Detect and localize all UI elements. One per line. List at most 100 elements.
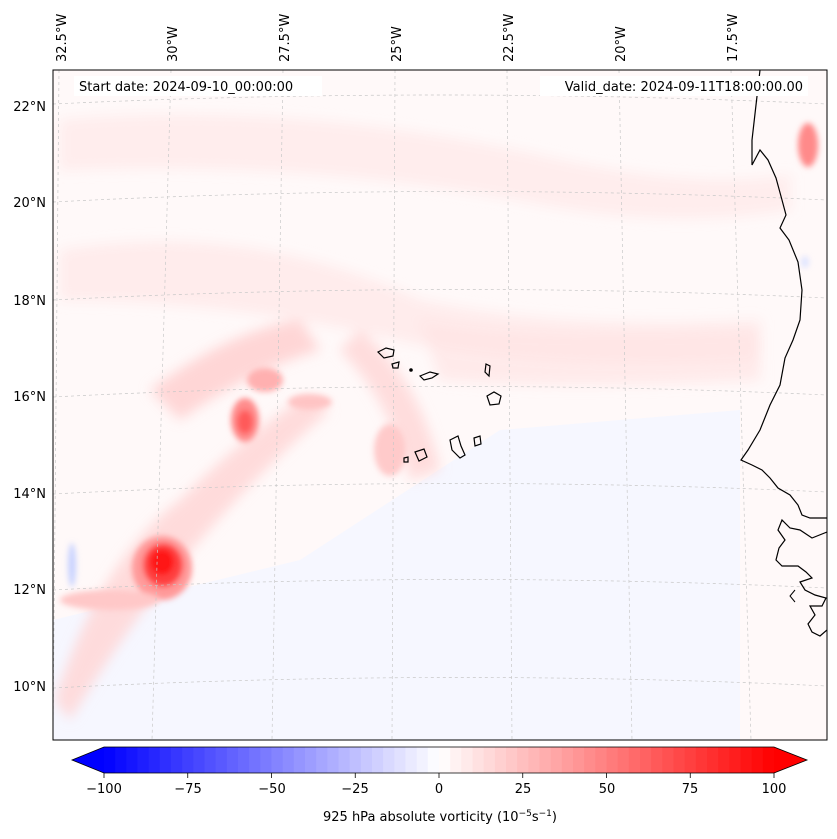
african-coastline — [775, 518, 827, 637]
colorbar-cell — [115, 747, 127, 773]
colorbar-cell — [751, 747, 764, 773]
colorbar-cell — [159, 747, 172, 773]
colorbar: −100 −75 −50 −25 0 25 50 75 100 925 hPa … — [70, 746, 809, 825]
colorbar-cell — [226, 747, 239, 773]
colorbar-ticks — [103, 773, 775, 778]
colorbar-cell — [104, 747, 116, 773]
colorbar-cell — [617, 747, 630, 773]
colorbar-cell — [729, 747, 742, 773]
colorbar-cell — [707, 747, 719, 773]
vorticity-band — [340, 330, 440, 480]
colorbar-cell — [372, 747, 384, 773]
vorticity-maximum — [798, 123, 818, 167]
colorbar-cell — [260, 747, 273, 773]
colorbar-tick-label: −50 — [258, 782, 285, 797]
colorbar-cell — [282, 747, 295, 773]
colorbar-cell — [573, 747, 585, 773]
vorticity-maximum — [237, 410, 253, 434]
colorbar-cell — [595, 747, 608, 773]
graticule — [53, 70, 827, 740]
vorticity-band — [420, 320, 760, 385]
colorbar-cell — [383, 747, 395, 773]
island-santo-antao — [376, 347, 395, 359]
colorbar-cell — [506, 747, 518, 773]
colorbar-cell — [182, 747, 194, 773]
colorbar-cell — [472, 747, 485, 773]
colorbar-cell — [293, 747, 306, 773]
colorbar-cell — [494, 747, 507, 773]
vorticity-band-core — [288, 394, 332, 410]
colorbar-cell — [740, 747, 753, 773]
colorbar-extend-low — [72, 747, 104, 773]
colorbar-cell — [215, 747, 228, 773]
lat-label: 16°N — [13, 390, 46, 405]
map-panel: Start date: 2024-09-10_00:00:00 Valid_da… — [13, 14, 828, 741]
colorbar-cell — [439, 747, 451, 773]
colorbar-cell — [528, 747, 541, 773]
colorbar-extend-high — [774, 747, 807, 773]
colorbar-tick-label: 100 — [762, 782, 787, 797]
colorbar-cells — [104, 747, 775, 773]
cabo-verde-islands — [376, 347, 502, 463]
lon-label: 22.5°W — [502, 14, 517, 62]
colorbar-cell — [193, 747, 206, 773]
colorbar-cell — [628, 747, 641, 773]
colorbar-cell — [316, 747, 328, 773]
colorbar-cell — [349, 747, 362, 773]
colorbar-cell — [338, 747, 351, 773]
colorbar-tick-label: 75 — [682, 782, 699, 797]
vorticity-field — [53, 70, 827, 740]
island-sao-nicolau — [418, 371, 440, 381]
african-coastline — [740, 70, 827, 519]
lat-label: 20°N — [13, 196, 46, 211]
colorbar-cell — [539, 747, 552, 773]
vorticity-band-core — [247, 368, 283, 392]
colorbar-cell — [126, 747, 139, 773]
colorbar-cell — [148, 747, 161, 773]
colorbar-cell — [416, 747, 429, 773]
lon-label: 20°W — [614, 26, 629, 62]
colorbar-cell — [204, 747, 217, 773]
colorbar-cell — [584, 747, 596, 773]
colorbar-cell — [561, 747, 574, 773]
vorticity-maximum — [150, 549, 174, 575]
colorbar-cell — [360, 747, 373, 773]
lon-label: 30°W — [166, 26, 181, 62]
colorbar-cell — [684, 747, 697, 773]
colorbar-cell — [327, 747, 340, 773]
negative-vorticity-region — [53, 410, 740, 740]
colorbar-tick-label: 0 — [435, 782, 443, 797]
lat-label: 10°N — [13, 680, 46, 695]
colorbar-cell — [695, 747, 708, 773]
lon-label: 27.5°W — [278, 14, 293, 62]
latitude-labels: 22°N 20°N 18°N 16°N 14°N 12°N 10°N — [13, 100, 46, 695]
island-santiago — [449, 435, 466, 459]
longitude-labels: 32.5°W 30°W 27.5°W 25°W 22.5°W 20°W 17.5… — [55, 14, 741, 62]
colorbar-cell — [427, 747, 440, 773]
colorbar-cell — [394, 747, 407, 773]
colorbar-cell — [483, 747, 496, 773]
island-boa-vista — [486, 391, 502, 406]
colorbar-tick-label: −75 — [174, 782, 201, 797]
start-date-box — [74, 76, 322, 96]
colorbar-cell — [662, 747, 675, 773]
colorbar-cell — [640, 747, 652, 773]
colorbar-cell — [673, 747, 686, 773]
colorbar-cell — [517, 747, 529, 773]
lat-label: 12°N — [13, 583, 46, 598]
lat-label: 18°N — [13, 294, 46, 309]
valid-date-label: Valid_date: 2024-09-11T18:00:00.00 — [565, 80, 803, 95]
colorbar-tick-label: −25 — [341, 782, 368, 797]
vorticity-band — [60, 241, 760, 363]
vorticity-band-core — [374, 424, 406, 476]
colorbar-cell — [271, 747, 284, 773]
colorbar-cell — [137, 747, 150, 773]
start-date-label: Start date: 2024-09-10_00:00:00 — [79, 80, 293, 95]
vorticity-band — [55, 400, 330, 720]
colorbar-cell — [305, 747, 317, 773]
lon-label: 25°W — [390, 26, 405, 62]
colorbar-cell — [762, 747, 775, 773]
island-brava — [403, 456, 409, 463]
vorticity-band — [150, 320, 320, 420]
